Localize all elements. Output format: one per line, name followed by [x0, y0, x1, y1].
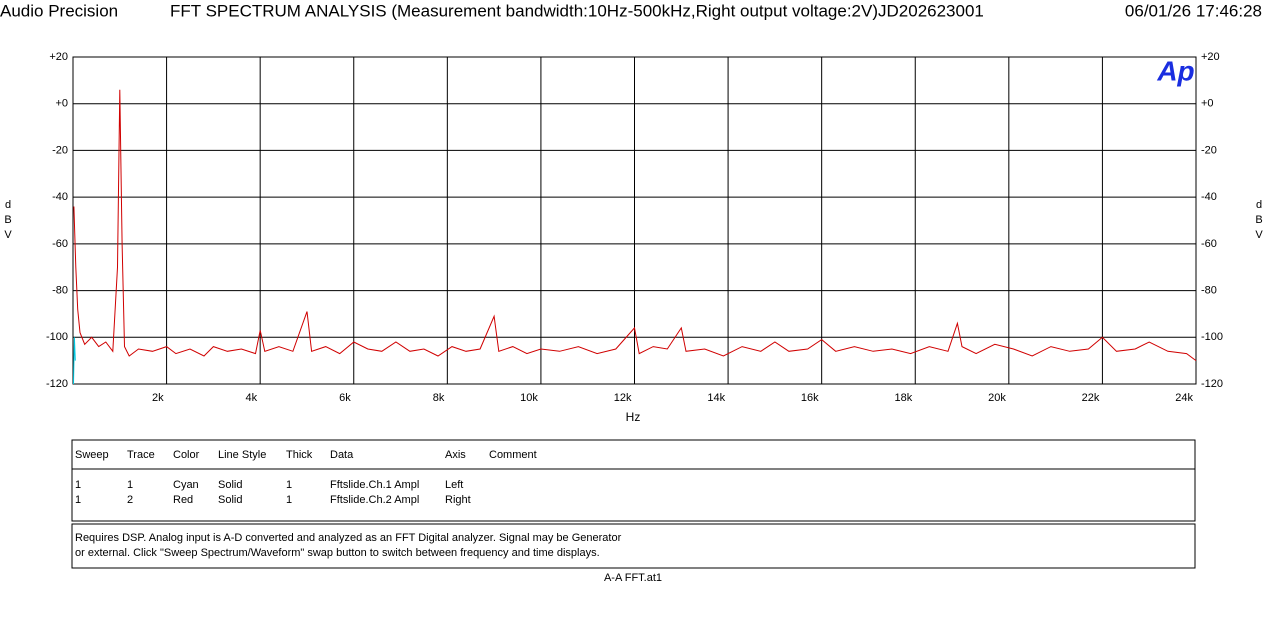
series-line	[73, 337, 76, 385]
legend-header: Axis	[445, 449, 466, 461]
x-tick-label: 4k	[246, 392, 258, 404]
x-tick-label: 24k	[1175, 392, 1193, 404]
legend-header: Line Style	[218, 449, 266, 461]
y-tick-label-right: +0	[1201, 98, 1214, 110]
x-tick-label: 22k	[1082, 392, 1100, 404]
legend-cell: 1	[75, 479, 81, 491]
notes-box	[71, 523, 1196, 569]
logo: Ap	[1156, 55, 1194, 86]
y-tick-label-right: -20	[1201, 144, 1217, 156]
legend-cell: 1	[286, 479, 292, 491]
brand: Audio Precision	[0, 1, 118, 20]
legend-series-name: Fftslide.Ch.2 Ampl	[330, 494, 419, 506]
y-tick-label-right: -40	[1201, 191, 1217, 203]
x-tick-label: 12k	[614, 392, 632, 404]
y-tick-label: -100	[46, 331, 68, 343]
x-tick-label: 18k	[895, 392, 913, 404]
legend-header: Comment	[489, 449, 537, 461]
chart-title: FFT SPECTRUM ANALYSIS (Measurement bandw…	[170, 1, 984, 20]
y-tick-label-right: +20	[1201, 51, 1220, 63]
legend-header: Data	[330, 449, 354, 461]
x-axis-label: Hz	[626, 410, 641, 424]
x-tick-label: 6k	[339, 392, 351, 404]
note-line: or external. Click "Sweep Spectrum/Wavef…	[75, 547, 600, 559]
legend-cell: Cyan	[173, 479, 199, 491]
x-tick-label: 20k	[988, 392, 1006, 404]
legend-header: Thick	[286, 449, 313, 461]
x-tick-label: 8k	[433, 392, 445, 404]
y-tick-label: -20	[52, 144, 68, 156]
series-line	[73, 89, 1197, 362]
y-tick-label: -120	[46, 378, 68, 390]
legend-cell: 1	[75, 494, 81, 506]
legend-cell: 2	[127, 494, 133, 506]
legend-cell: Left	[445, 479, 463, 491]
legend-cell: Solid	[218, 479, 242, 491]
legend-header: Trace	[127, 449, 155, 461]
legend-header: Color	[173, 449, 200, 461]
legend-box	[71, 439, 1196, 522]
legend-cell: Right	[445, 494, 471, 506]
y-tick-label: -40	[52, 191, 68, 203]
x-tick-label: 14k	[707, 392, 725, 404]
datetime: 06/01/26 17:46:28	[1125, 1, 1262, 20]
legend-cell: Red	[173, 494, 193, 506]
legend-series-name: Fftslide.Ch.1 Ampl	[330, 479, 419, 491]
y-tick-label-right: -80	[1201, 284, 1217, 296]
legend-cell: 1	[286, 494, 292, 506]
legend-cell: Solid	[218, 494, 242, 506]
y-tick-label-right: -60	[1201, 238, 1217, 250]
legend-header: Sweep	[75, 449, 109, 461]
y-tick-label: -60	[52, 238, 68, 250]
y-tick-label: -80	[52, 284, 68, 296]
y-tick-label: +20	[49, 51, 68, 63]
x-tick-label: 10k	[520, 392, 538, 404]
x-tick-label: 16k	[801, 392, 819, 404]
note-line: Requires DSP. Analog input is A-D conver…	[75, 532, 622, 544]
y-tick-label-right: -100	[1201, 331, 1223, 343]
y-tick-label: +0	[55, 98, 68, 110]
legend-cell: 1	[127, 479, 133, 491]
footer: A-A FFT.at1	[604, 572, 662, 584]
y-tick-label-right: -120	[1201, 378, 1223, 390]
x-tick-label: 2k	[152, 392, 164, 404]
